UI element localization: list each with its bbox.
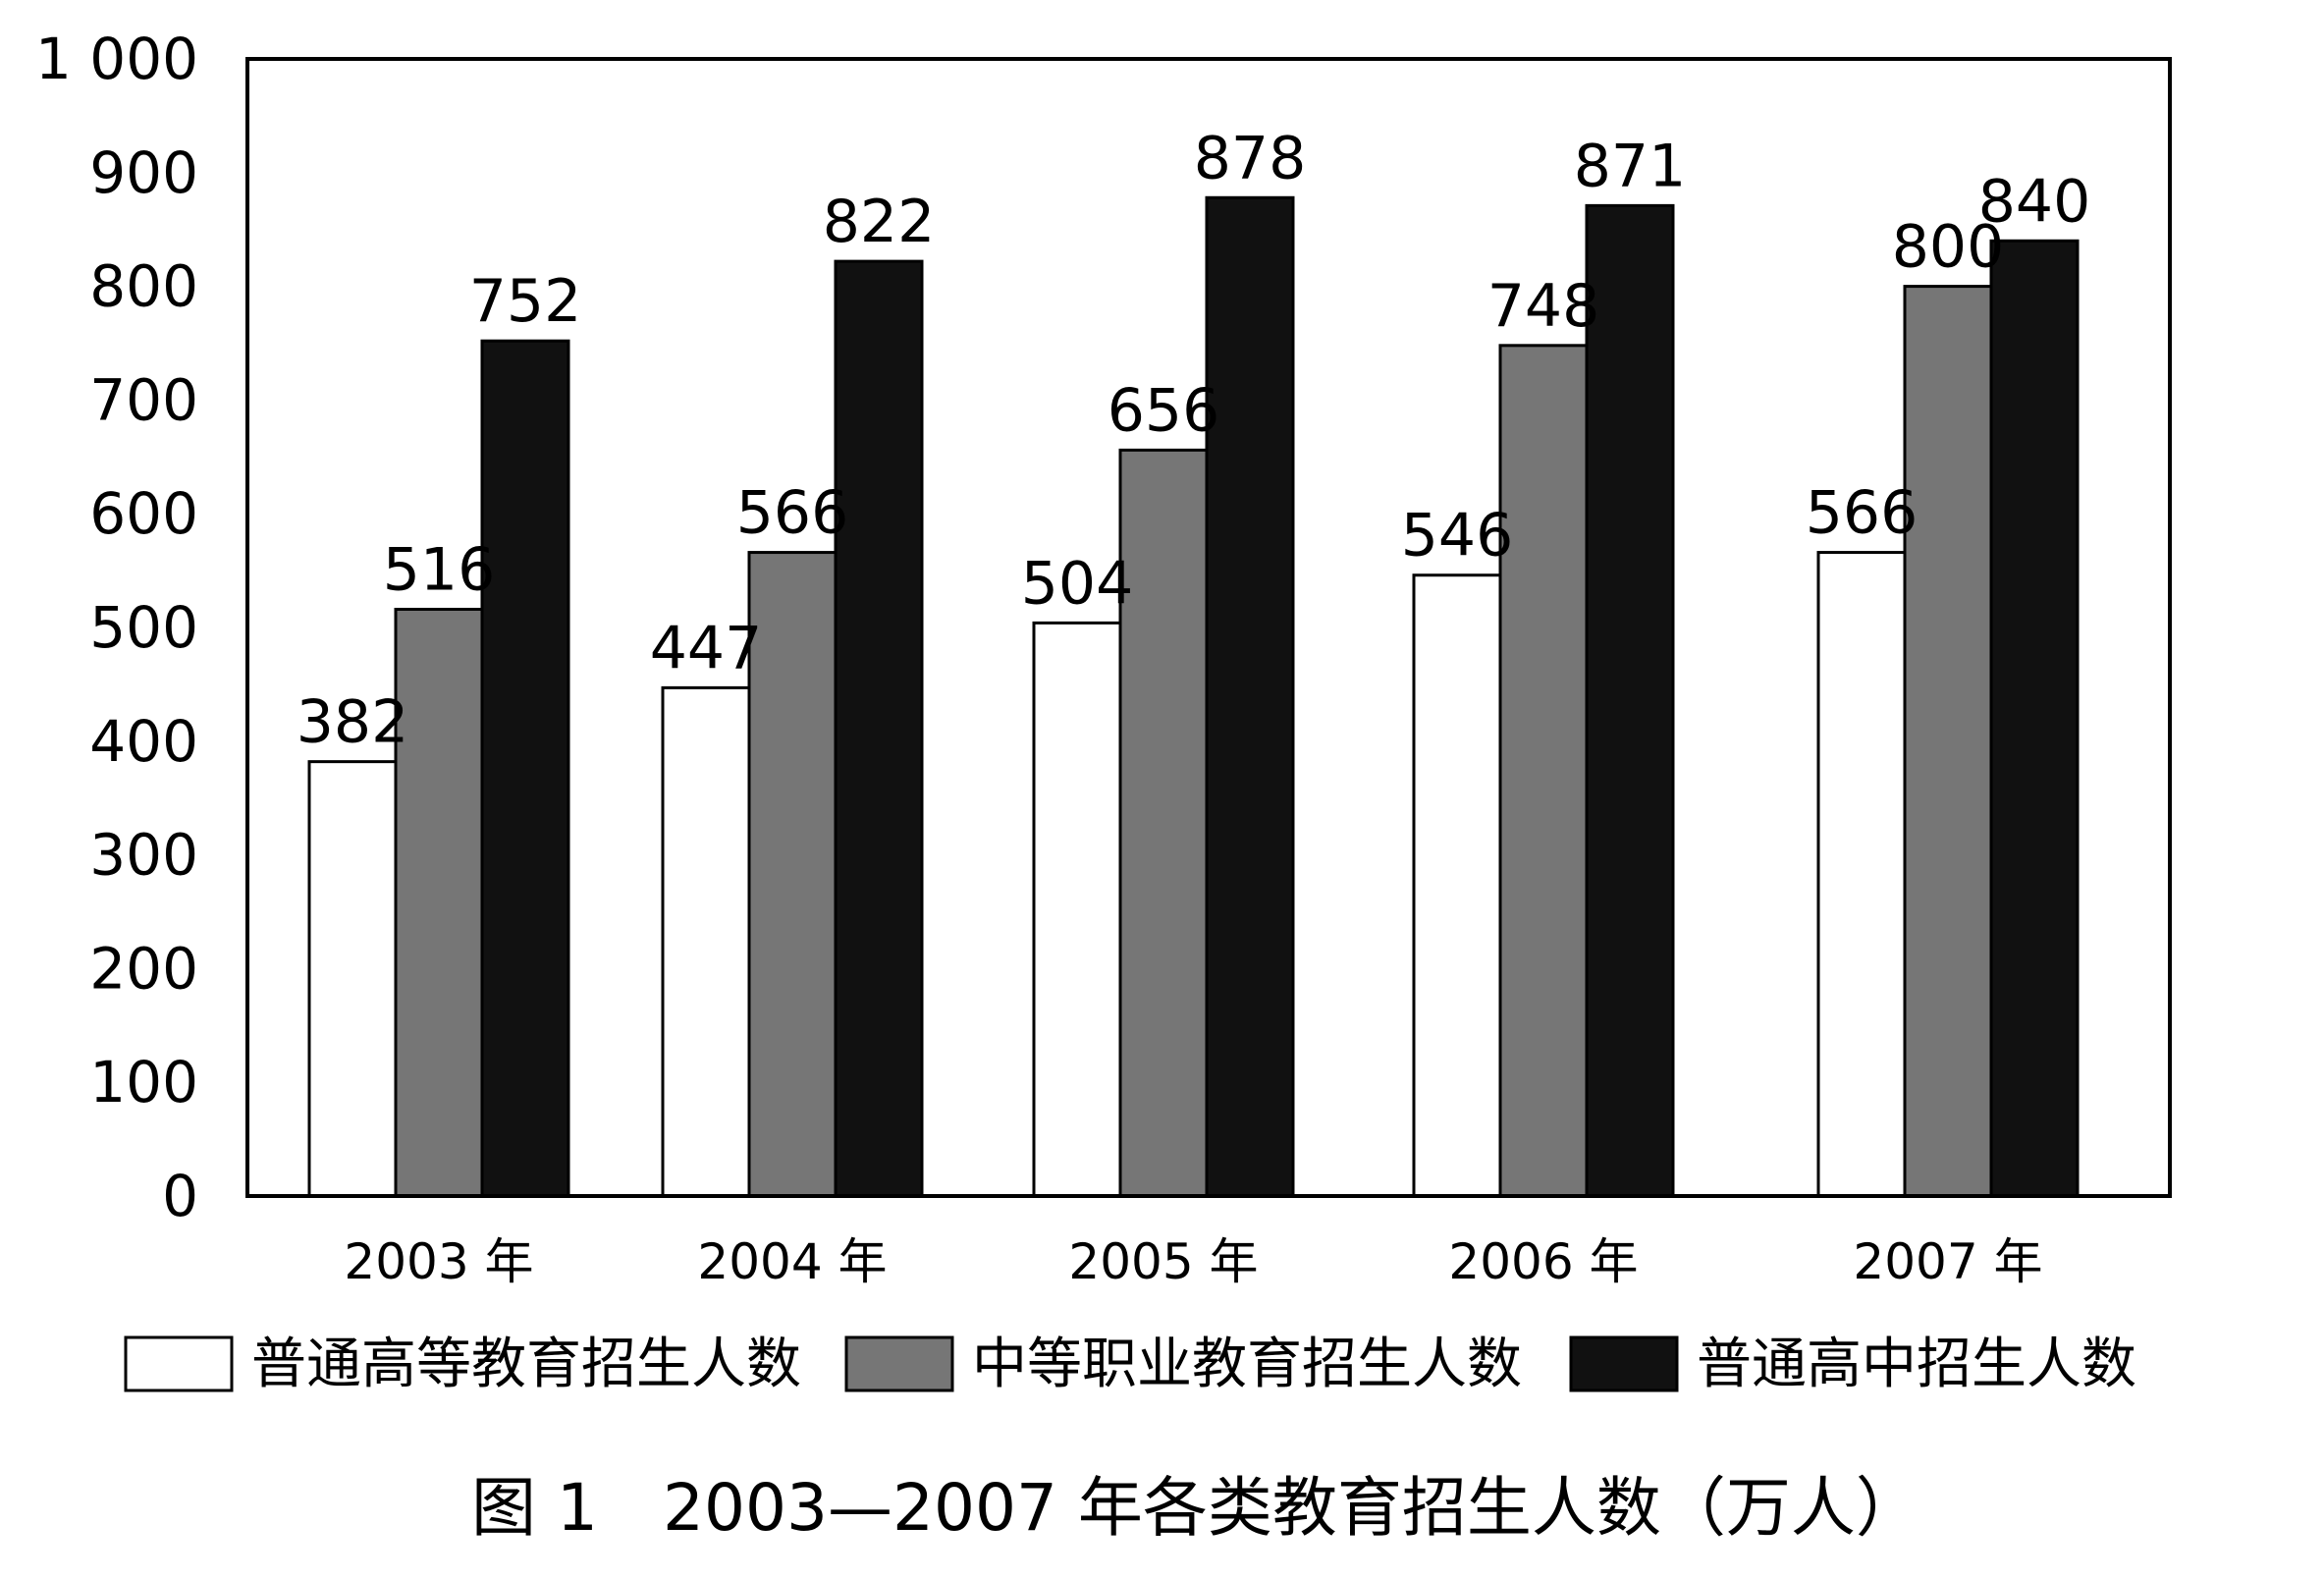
bar-2-4 [1498, 344, 1589, 1198]
bar-3-3 [1205, 195, 1295, 1198]
y-tick-label: 0 [162, 1163, 198, 1229]
bar-3-4 [1585, 203, 1675, 1198]
chart-caption: 图 1 2003—2007 年各类教育招生人数（万人） [471, 1470, 1920, 1546]
data-label-2-1: 516 [383, 535, 496, 604]
data-label-1-1: 382 [297, 688, 409, 757]
y-tick-label: 800 [89, 253, 198, 320]
bar-3-5 [1989, 239, 2080, 1198]
x-tick-label: 2003 年 [344, 1233, 533, 1290]
legend-label-3: 普通高中招生人数 [1697, 1333, 2136, 1396]
data-label-3-5: 840 [1978, 167, 2091, 236]
x-tick-label: 2007 年 [1853, 1233, 2042, 1290]
data-label-2-3: 656 [1108, 376, 1220, 445]
data-label-1-4: 546 [1401, 502, 1514, 571]
data-label-1-3: 504 [1021, 549, 1134, 618]
bars-layer [307, 195, 2080, 1198]
bar-2-2 [747, 551, 838, 1198]
y-tick-label: 400 [89, 708, 198, 775]
x-axis-ticks: 2003 年 2004 年 2005 年 2006 年 2007 年 [344, 1233, 2042, 1290]
legend-swatch-2 [844, 1335, 954, 1392]
data-label-2-5: 800 [1892, 213, 2005, 282]
bar-2-5 [1903, 285, 1993, 1198]
bar-1-3 [1032, 621, 1122, 1198]
bar-1-2 [661, 685, 751, 1198]
legend-label-2: 中等职业教育招生人数 [972, 1333, 1522, 1396]
plot-area-frame [245, 57, 2172, 1198]
y-tick-label: 700 [89, 366, 198, 433]
legend-swatch-1 [124, 1335, 234, 1392]
data-label-1-5: 566 [1806, 479, 1919, 548]
data-label-3-2: 822 [823, 188, 936, 256]
x-tick-label: 2006 年 [1448, 1233, 1638, 1290]
y-axis-ticks: 0 100 200 300 400 500 600 700 800 900 1 000 [35, 26, 198, 1229]
data-label-3-1: 752 [469, 267, 582, 336]
x-tick-label: 2005 年 [1068, 1233, 1258, 1290]
bar-2-1 [394, 607, 484, 1198]
data-label-3-3: 878 [1194, 124, 1307, 192]
bar-3-1 [480, 339, 570, 1198]
x-tick-label: 2004 年 [697, 1233, 887, 1290]
y-tick-label: 200 [89, 935, 198, 1002]
y-tick-label: 900 [89, 139, 198, 206]
data-labels: 382 516 752 447 566 822 504 656 878 546 748 871 566 8… [297, 124, 2091, 756]
legend-swatch-3 [1569, 1335, 1679, 1392]
bar-1-5 [1816, 551, 1907, 1198]
legend: 普通高等教育招生人数 中等职业教育招生人数 普通高中招生人数 [124, 1333, 2136, 1396]
data-label-2-2: 566 [736, 479, 849, 548]
bar-1-4 [1412, 573, 1502, 1198]
y-tick-label: 300 [89, 822, 198, 889]
data-label-2-4: 748 [1487, 272, 1600, 341]
data-label-3-4: 871 [1574, 132, 1687, 200]
y-tick-label: 500 [89, 594, 198, 661]
data-label-1-2: 447 [650, 614, 763, 682]
y-tick-label: 600 [89, 480, 198, 547]
legend-label-1: 普通高等教育招生人数 [251, 1333, 801, 1396]
bar-3-2 [834, 259, 924, 1198]
y-tick-label: 1 000 [35, 26, 198, 92]
bar-1-1 [307, 760, 398, 1198]
bar-2-3 [1118, 448, 1209, 1198]
y-tick-label: 100 [89, 1049, 198, 1116]
